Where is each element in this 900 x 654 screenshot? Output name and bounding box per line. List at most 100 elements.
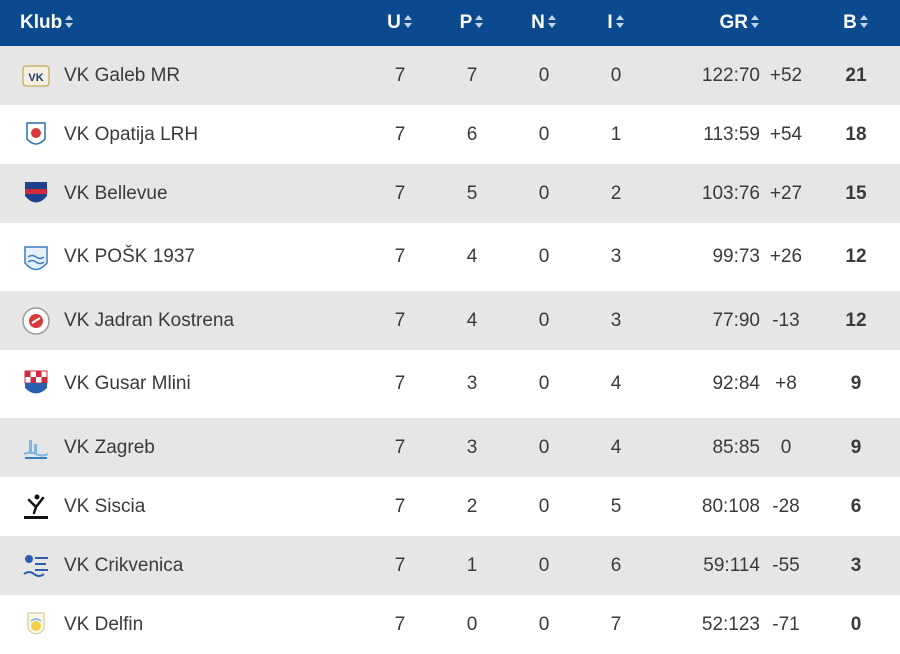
club-logo-icon bbox=[20, 237, 52, 277]
club-cell: VK Gusar Mlini bbox=[0, 350, 360, 418]
column-header-goals[interactable]: GR bbox=[648, 0, 760, 46]
table-row: VK Jadran Kostrena 7 4 0 3 77:90 -13 12 bbox=[0, 291, 900, 350]
column-header-won[interactable]: P bbox=[440, 0, 504, 46]
column-header-label: P bbox=[459, 12, 473, 33]
table-row: VK Siscia 7 2 0 5 80:108 -28 6 bbox=[0, 477, 900, 536]
table-row: VK Crikvenica 7 1 0 6 59:114 -55 3 bbox=[0, 536, 900, 595]
club-name[interactable]: VK Zagreb bbox=[64, 436, 155, 458]
played-cell: 7 bbox=[394, 309, 406, 331]
played-cell: 7 bbox=[394, 436, 406, 458]
sort-icon bbox=[403, 15, 413, 29]
club-cell: VK Delfin bbox=[0, 595, 360, 654]
goals-cell: 103:76 bbox=[701, 182, 760, 204]
played-cell: 7 bbox=[394, 613, 406, 635]
goals-cell: 92:84 bbox=[712, 373, 760, 394]
diff-cell: -55 bbox=[772, 554, 800, 576]
diff-cell: +54 bbox=[769, 123, 803, 145]
points-cell: 12 bbox=[845, 246, 867, 267]
club-cell: VK Crikvenica bbox=[0, 536, 360, 595]
club-logo-icon bbox=[20, 178, 52, 210]
club-logo-icon bbox=[20, 119, 52, 151]
lost-cell: 1 bbox=[610, 123, 622, 145]
goals-cell: 122:70 bbox=[701, 64, 760, 86]
table-row: VK Opatija LRH 7 6 0 1 113:59 +54 18 bbox=[0, 105, 900, 164]
club-cell: VK POŠK 1937 bbox=[0, 223, 360, 291]
drawn-cell: 0 bbox=[538, 373, 550, 394]
sort-icon bbox=[65, 15, 74, 29]
club-cell: VK Zagreb bbox=[0, 418, 360, 477]
column-header-label: U bbox=[387, 12, 401, 33]
lost-cell: 3 bbox=[610, 309, 622, 331]
lost-cell: 0 bbox=[610, 64, 622, 86]
played-cell: 7 bbox=[394, 246, 406, 267]
diff-cell: 0 bbox=[780, 436, 792, 458]
goals-cell: 85:85 bbox=[712, 436, 760, 458]
table-row: VK VK Galeb MR 7 7 0 0 122:70 +52 21 bbox=[0, 46, 900, 105]
played-cell: 7 bbox=[394, 373, 406, 394]
club-logo-icon bbox=[20, 432, 52, 464]
column-header-lost[interactable]: I bbox=[584, 0, 648, 46]
goals-cell: 113:59 bbox=[703, 123, 760, 145]
svg-text:VK: VK bbox=[28, 72, 43, 84]
table-row: VK Delfin 7 0 0 7 52:123 -71 0 bbox=[0, 595, 900, 654]
won-cell: 2 bbox=[466, 495, 478, 517]
club-name[interactable]: VK Crikvenica bbox=[64, 554, 184, 576]
column-header-drawn[interactable]: N bbox=[504, 0, 584, 46]
drawn-cell: 0 bbox=[538, 64, 550, 86]
club-name[interactable]: VK POŠK 1937 bbox=[64, 246, 195, 267]
lost-cell: 4 bbox=[610, 373, 622, 394]
club-logo-icon: VK bbox=[20, 60, 52, 92]
won-cell: 0 bbox=[466, 613, 478, 635]
table-row: VK Gusar Mlini 7 3 0 4 92:84 +8 9 bbox=[0, 350, 900, 418]
points-cell: 6 bbox=[850, 495, 862, 517]
points-cell: 0 bbox=[850, 613, 862, 635]
lost-cell: 5 bbox=[610, 495, 622, 517]
drawn-cell: 0 bbox=[538, 123, 550, 145]
goals-cell: 99:73 bbox=[712, 246, 760, 267]
club-name[interactable]: VK Gusar Mlini bbox=[64, 373, 191, 394]
points-cell: 12 bbox=[845, 309, 867, 331]
club-cell: VK Opatija LRH bbox=[0, 105, 360, 164]
sort-icon bbox=[859, 15, 869, 29]
won-cell: 3 bbox=[466, 436, 478, 458]
won-cell: 6 bbox=[466, 123, 478, 145]
goals-cell: 59:114 bbox=[703, 554, 760, 576]
played-cell: 7 bbox=[394, 554, 406, 576]
points-cell: 21 bbox=[845, 64, 867, 86]
club-name[interactable]: VK Jadran Kostrena bbox=[64, 309, 235, 331]
sort-icon bbox=[751, 15, 760, 29]
played-cell: 7 bbox=[394, 495, 406, 517]
won-cell: 4 bbox=[466, 309, 478, 331]
column-header-points[interactable]: B bbox=[812, 0, 900, 46]
club-logo-icon bbox=[20, 305, 52, 337]
diff-cell: -13 bbox=[772, 309, 800, 331]
diff-cell: +8 bbox=[775, 373, 797, 394]
club-logo-icon bbox=[20, 550, 52, 582]
lost-cell: 6 bbox=[610, 554, 622, 576]
column-header-club[interactable]: Klub bbox=[0, 0, 360, 46]
club-cell: VK Jadran Kostrena bbox=[0, 291, 360, 350]
club-name[interactable]: VK Bellevue bbox=[64, 182, 168, 204]
table-row: VK POŠK 1937 7 4 0 3 99:73 +26 12 bbox=[0, 223, 900, 291]
column-header-played[interactable]: U bbox=[360, 0, 440, 46]
goals-cell: 52:123 bbox=[701, 613, 760, 635]
club-name[interactable]: VK Galeb MR bbox=[64, 64, 181, 86]
club-name[interactable]: VK Delfin bbox=[64, 613, 144, 635]
column-header-label: B bbox=[843, 12, 857, 33]
club-cell: VK VK Galeb MR bbox=[0, 46, 360, 105]
diff-cell: +27 bbox=[769, 182, 803, 204]
column-header-label: GR bbox=[719, 12, 749, 33]
club-name[interactable]: VK Opatija LRH bbox=[64, 123, 199, 145]
club-name[interactable]: VK Siscia bbox=[64, 495, 146, 517]
sort-icon bbox=[547, 15, 557, 29]
club-logo-icon bbox=[20, 368, 52, 400]
diff-cell: -71 bbox=[772, 613, 800, 635]
sort-icon bbox=[615, 15, 625, 29]
won-cell: 5 bbox=[466, 182, 478, 204]
club-cell: VK Bellevue bbox=[0, 164, 360, 223]
column-header-diff bbox=[760, 0, 812, 46]
won-cell: 1 bbox=[466, 554, 478, 576]
table-header-row: Klub U P N I GR B bbox=[0, 0, 900, 46]
column-header-label: I bbox=[607, 12, 613, 33]
